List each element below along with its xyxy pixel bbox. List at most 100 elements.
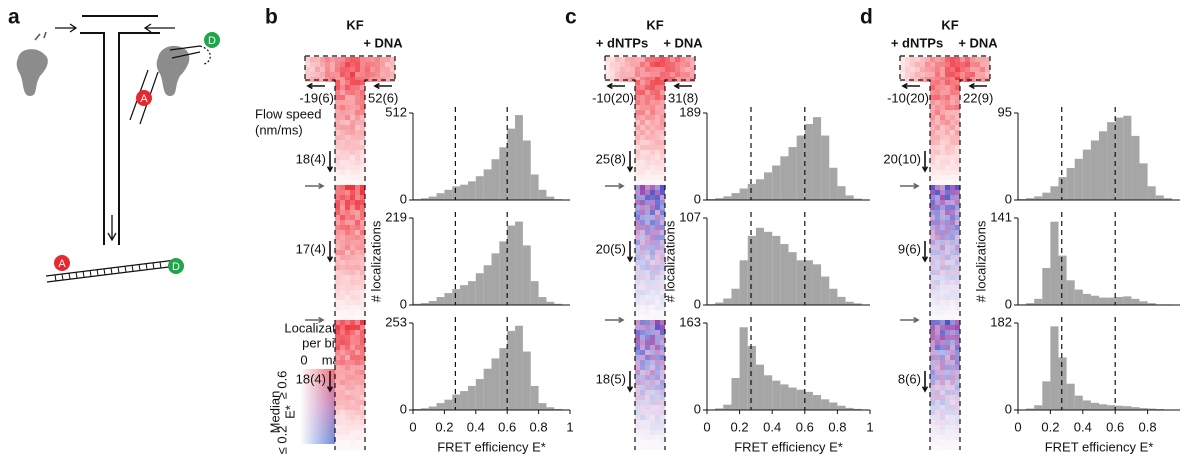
- heatmap-cell: [930, 400, 935, 405]
- heatmap-cell: [655, 350, 660, 355]
- heatmap-cell: [655, 440, 660, 445]
- heatmap-cell: [360, 235, 365, 240]
- heatmap-cell: [340, 320, 345, 325]
- heatmap-cell: [660, 130, 665, 135]
- polymerase: [16, 49, 48, 96]
- x-tick-label: 0.2: [731, 419, 749, 434]
- bar: [837, 186, 846, 200]
- bar: [772, 235, 781, 305]
- arrow: [901, 82, 920, 90]
- heatmap-cell: [660, 215, 665, 220]
- heatmap-cell: [650, 400, 655, 405]
- heatmap-cell: [360, 370, 365, 375]
- legend-axis: Median: [267, 391, 282, 434]
- heatmap-cell: [950, 240, 955, 245]
- heatmap-cell: [640, 145, 645, 150]
- heatmap-cell: [950, 100, 955, 105]
- heatmap-cell: [940, 395, 945, 400]
- heatmap-cell: [935, 440, 940, 445]
- heatmap-cell: [645, 240, 650, 245]
- bar: [845, 407, 854, 410]
- heatmap-cell: [325, 62, 330, 67]
- heatmap-cell: [650, 200, 655, 205]
- heatmap-cell: [320, 57, 325, 62]
- heatmap-cell: [355, 275, 360, 280]
- heatmap-cell: [305, 67, 310, 72]
- legend-bottom: ≤ 0.2: [274, 426, 289, 455]
- heatmap-cell: [650, 295, 655, 300]
- heatmap-cell: [930, 260, 935, 265]
- flow-left: -19(6): [299, 90, 334, 105]
- heatmap-cell: [350, 85, 355, 90]
- heatmap-cell: [335, 100, 340, 105]
- heatmap-cell: [635, 380, 640, 385]
- heatmap-cell: [635, 370, 640, 375]
- heatmap-cell: [660, 80, 665, 85]
- heatmap-cell: [950, 85, 955, 90]
- heatmap-cell: [940, 330, 945, 335]
- heatmap-cell: [355, 410, 360, 415]
- heatmap-cell: [360, 435, 365, 440]
- heatmap-cell: [650, 230, 655, 235]
- heatmap-cell: [955, 305, 960, 310]
- channel-wall: [80, 32, 105, 245]
- heatmap-cell: [360, 310, 365, 315]
- heatmap-cell: [945, 425, 950, 430]
- heatmap-cell: [640, 230, 645, 235]
- heatmap-cell: [670, 62, 675, 67]
- bar: [853, 303, 862, 305]
- heatmap-cell: [955, 275, 960, 280]
- heatmap-cell: [930, 67, 935, 72]
- x-tick-label: 0.2: [435, 419, 453, 434]
- heatmap-cell: [355, 140, 360, 145]
- heatmap-cell: [930, 360, 935, 365]
- heatmap-cell: [355, 225, 360, 230]
- heatmap-cell: [930, 340, 935, 345]
- heatmap-cell: [955, 110, 960, 115]
- bar: [788, 252, 797, 305]
- heatmap-cell: [950, 120, 955, 125]
- heatmap-cell: [335, 360, 340, 365]
- heatmap-cell: [640, 365, 645, 370]
- heatmap-cell: [355, 215, 360, 220]
- heatmap-cell: [650, 250, 655, 255]
- heatmap-cell: [930, 150, 935, 155]
- y-tick-label: 0: [400, 191, 407, 206]
- heatmap-cell: [935, 275, 940, 280]
- heatmap-cell: [950, 125, 955, 130]
- heatmap-cell: [340, 395, 345, 400]
- heatmap-cell: [335, 230, 340, 235]
- heatmap-cell: [350, 415, 355, 420]
- bar: [436, 297, 445, 305]
- heatmap-cell: [930, 210, 935, 215]
- heatmap-cell: [660, 155, 665, 160]
- bar: [1115, 405, 1124, 410]
- heatmap-cell: [655, 120, 660, 125]
- heatmap-cell: [350, 100, 355, 105]
- heatmap-cell: [955, 185, 960, 190]
- heatmap-cell: [360, 110, 365, 115]
- heatmap-cell: [940, 325, 945, 330]
- bar: [491, 159, 500, 200]
- heatmap-cell: [660, 405, 665, 410]
- heatmap-cell: [940, 180, 945, 185]
- bar: [444, 293, 453, 305]
- heatmap-cell: [970, 62, 975, 67]
- heatmap-cell: [955, 145, 960, 150]
- heatmap-cell: [315, 57, 320, 62]
- heatmap-cell: [635, 290, 640, 295]
- heatmap-cell: [355, 95, 360, 100]
- heatmap-cell: [345, 360, 350, 365]
- heatmap-cell: [655, 300, 660, 305]
- heatmap-cell: [955, 120, 960, 125]
- bar: [483, 169, 492, 200]
- heatmap-cell: [605, 72, 610, 77]
- heatmap-cell: [930, 100, 935, 105]
- y-tick-label: 163: [679, 314, 701, 329]
- heatmap-cell: [660, 430, 665, 435]
- heatmap-cell: [340, 415, 345, 420]
- heatmap-cell: [940, 355, 945, 360]
- heatmap-cell: [640, 95, 645, 100]
- heatmap-cell: [650, 365, 655, 370]
- heatmap-cell: [335, 255, 340, 260]
